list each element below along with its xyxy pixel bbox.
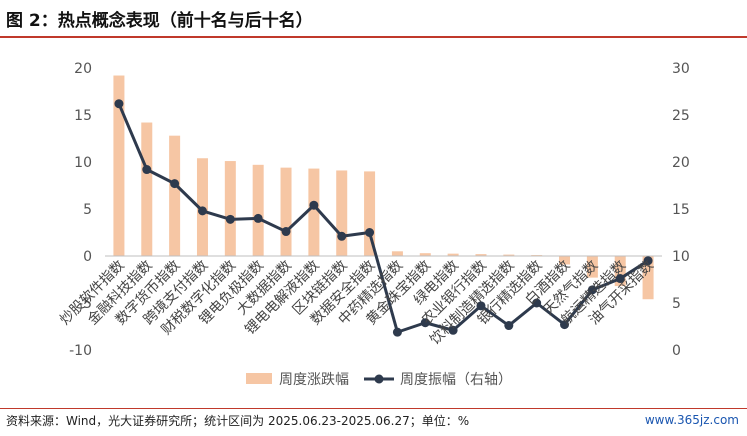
category-labels: 炒股软件指数金融科技指数数字货币指数跨境支付指数财税数字化指数锂电负极指数大数据… xyxy=(57,257,657,348)
right-tick-label: 15 xyxy=(672,202,690,218)
source-note: 资料来源：Wind，光大证券研究所；统计区间为 2025.06.23-2025.… xyxy=(6,414,470,428)
left-tick-label: 20 xyxy=(74,61,92,77)
title-bar: 图 2：热点概念表现（前十名与后十名） xyxy=(0,0,747,40)
bar xyxy=(419,253,431,256)
bar xyxy=(280,167,292,256)
series-line xyxy=(117,103,649,334)
line-point xyxy=(281,227,291,237)
watermark-link[interactable]: www.365jz.com xyxy=(644,413,739,427)
right-tick-label: 5 xyxy=(672,296,681,312)
bar xyxy=(559,256,571,265)
line-point xyxy=(337,231,347,241)
bar xyxy=(614,256,626,287)
left-tick-label: -10 xyxy=(69,343,92,359)
bar xyxy=(642,256,654,300)
right-tick-label: 0 xyxy=(672,343,681,359)
legend: 周度涨跌幅 周度振幅（右轴） xyxy=(246,372,512,388)
bar xyxy=(447,253,459,256)
chart-title: 图 2：热点概念表现（前十名与后十名） xyxy=(6,11,313,31)
line-point xyxy=(309,200,319,210)
chart: -10 -5 0 5 10 15 20 0 5 10 15 20 25 30 炒股软件指数金融科技指数数… xyxy=(57,61,690,388)
bar xyxy=(503,254,515,256)
line-point xyxy=(476,301,486,311)
legend-bar-swatch xyxy=(246,373,272,384)
bar xyxy=(364,171,376,256)
line-point xyxy=(643,256,653,266)
left-tick-label: 10 xyxy=(74,155,92,171)
line-point xyxy=(142,165,152,175)
bar xyxy=(224,161,236,256)
left-axis: -10 -5 0 5 10 15 20 xyxy=(69,61,92,359)
bar xyxy=(252,164,264,256)
legend-line-marker xyxy=(374,374,384,384)
bar xyxy=(113,75,125,256)
bar xyxy=(336,170,348,256)
right-tick-label: 25 xyxy=(672,108,690,124)
bar xyxy=(308,168,320,256)
line-point xyxy=(170,179,180,189)
bar xyxy=(391,251,403,256)
right-tick-label: 20 xyxy=(672,155,690,171)
title-underline xyxy=(0,36,747,38)
right-axis: 0 5 10 15 20 25 30 xyxy=(672,61,690,359)
line-point xyxy=(365,228,375,237)
line-point xyxy=(560,320,570,330)
line-point xyxy=(225,214,235,224)
legend-line-label: 周度振幅（右轴） xyxy=(400,372,512,388)
line-point xyxy=(532,298,542,308)
line-point xyxy=(448,325,458,335)
line-point xyxy=(392,327,402,337)
line-point xyxy=(615,274,625,284)
footer-rule xyxy=(0,408,747,409)
left-tick-label: 15 xyxy=(74,108,92,124)
line-point xyxy=(197,206,207,216)
line-series xyxy=(114,99,653,337)
left-tick-label: -5 xyxy=(78,296,92,312)
left-tick-label: 5 xyxy=(83,202,92,218)
right-tick-label: 30 xyxy=(672,61,690,77)
right-tick-label: 10 xyxy=(672,249,690,265)
bar xyxy=(169,135,181,256)
line-point xyxy=(253,213,263,223)
legend-bar-label: 周度涨跌幅 xyxy=(279,372,349,388)
line-point xyxy=(420,318,430,328)
left-tick-label: 0 xyxy=(83,249,92,265)
line-point xyxy=(504,321,514,331)
line-point xyxy=(114,99,124,109)
bar xyxy=(475,254,487,256)
bar xyxy=(141,122,153,257)
line-point xyxy=(587,285,597,295)
bar xyxy=(586,256,598,278)
